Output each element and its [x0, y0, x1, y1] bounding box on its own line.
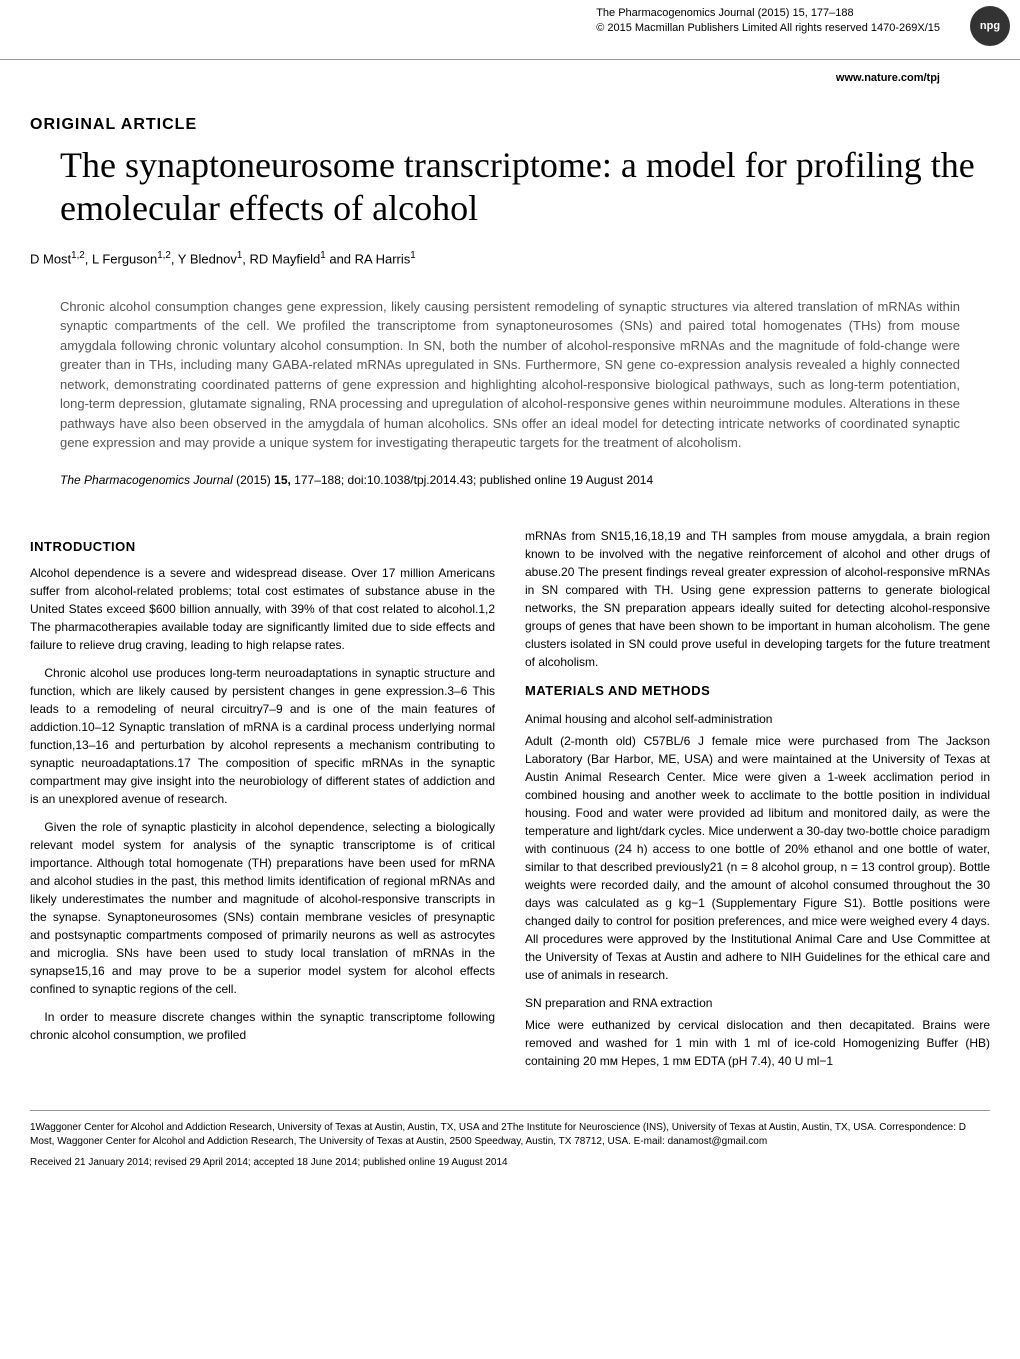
methods-sub2: SN preparation and RNA extraction	[525, 994, 990, 1012]
author-list: D Most1,2, L Ferguson1,2, Y Blednov1, RD…	[30, 250, 990, 266]
methods-heading: MATERIALS AND METHODS	[525, 681, 990, 701]
intro-p4: In order to measure discrete changes wit…	[30, 1008, 495, 1044]
intro-continuation: mRNAs from SN15,16,18,19 and TH samples …	[525, 527, 990, 671]
citation-pages: 177–188; doi:10.1038/tpj.2014.43; publis…	[294, 473, 653, 487]
intro-p2: Chronic alcohol use produces long-term n…	[30, 664, 495, 808]
article-type: ORIGINAL ARTICLE	[30, 116, 1020, 134]
methods-p2: Mice were euthanized by cervical disloca…	[525, 1016, 990, 1070]
citation-year: (2015)	[236, 473, 271, 487]
body-columns: INTRODUCTION Alcohol dependence is a sev…	[30, 527, 990, 1081]
article-title: The synaptoneurosome transcriptome: a mo…	[60, 144, 990, 230]
intro-p3: Given the role of synaptic plasticity in…	[30, 818, 495, 998]
right-column: mRNAs from SN15,16,18,19 and TH samples …	[525, 527, 990, 1081]
methods-p1: Adult (2-month old) C57BL/6 J female mic…	[525, 732, 990, 984]
npg-badge-text: npg	[980, 20, 1000, 32]
citation-volume: 15,	[274, 473, 291, 487]
npg-badge-icon: npg	[970, 6, 1010, 46]
intro-p1: Alcohol dependence is a severe and wides…	[30, 564, 495, 654]
journal-url[interactable]: www.nature.com/tpj	[836, 72, 940, 84]
affiliations-text: 1Waggoner Center for Alcohol and Addicti…	[30, 1121, 990, 1149]
journal-line-2: © 2015 Macmillan Publishers Limited All …	[596, 21, 940, 36]
citation-journal: The Pharmacogenomics Journal	[60, 473, 233, 487]
abstract-text: Chronic alcohol consumption changes gene…	[60, 297, 960, 453]
journal-line-1: The Pharmacogenomics Journal (2015) 15, …	[596, 6, 940, 21]
left-column: INTRODUCTION Alcohol dependence is a sev…	[30, 527, 495, 1081]
header-bar: The Pharmacogenomics Journal (2015) 15, …	[0, 0, 1020, 60]
citation-line: The Pharmacogenomics Journal (2015) 15, …	[60, 473, 960, 487]
footer-rule	[30, 1110, 990, 1121]
received-dates: Received 21 January 2014; revised 29 Apr…	[30, 1157, 990, 1168]
journal-info: The Pharmacogenomics Journal (2015) 15, …	[596, 6, 940, 37]
methods-sub1: Animal housing and alcohol self-administ…	[525, 710, 990, 728]
introduction-heading: INTRODUCTION	[30, 537, 495, 557]
